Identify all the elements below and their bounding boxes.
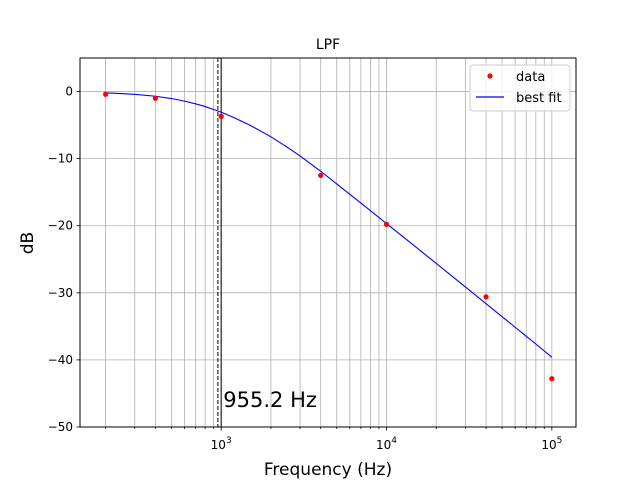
x-axis-label: Frequency (Hz) bbox=[264, 460, 392, 480]
tick-labels: 0 −10 −20 −30 −40 −50 103 104 105 bbox=[48, 85, 563, 452]
data-point bbox=[549, 376, 555, 382]
legend-entry-data: data bbox=[516, 70, 545, 85]
x-tick-label: 104 bbox=[376, 436, 397, 452]
x-tick-label: 103 bbox=[211, 436, 232, 452]
legend-marker-data bbox=[487, 73, 493, 79]
best-fit-line bbox=[105, 92, 553, 358]
y-tick-label: −50 bbox=[48, 420, 73, 434]
y-tick-label: −40 bbox=[48, 353, 73, 367]
axis-ticks bbox=[76, 91, 553, 431]
plot-area bbox=[80, 58, 576, 427]
chart-title: LPF bbox=[316, 37, 340, 53]
data-point bbox=[383, 221, 390, 227]
y-tick-label: −30 bbox=[48, 286, 73, 300]
legend-box bbox=[469, 64, 571, 112]
best-fit-series bbox=[105, 92, 553, 358]
data-point bbox=[152, 95, 158, 101]
y-axis-label: dB bbox=[18, 232, 38, 254]
data-point bbox=[318, 172, 324, 179]
data-point bbox=[483, 294, 489, 300]
data-point bbox=[103, 91, 109, 97]
y-tick-label: −20 bbox=[48, 219, 73, 233]
legend: data best fit bbox=[469, 64, 571, 112]
y-tick-label: −10 bbox=[48, 152, 73, 166]
y-tick-label: 0 bbox=[65, 85, 73, 99]
marker-lines bbox=[217, 58, 222, 427]
plot-frame bbox=[79, 57, 577, 428]
data-point bbox=[218, 113, 224, 119]
legend-entry-best-fit: best fit bbox=[516, 91, 562, 106]
data-series bbox=[103, 91, 555, 382]
x-tick-label: 105 bbox=[541, 436, 562, 452]
cutoff-annotation: 955.2 Hz bbox=[223, 388, 317, 412]
